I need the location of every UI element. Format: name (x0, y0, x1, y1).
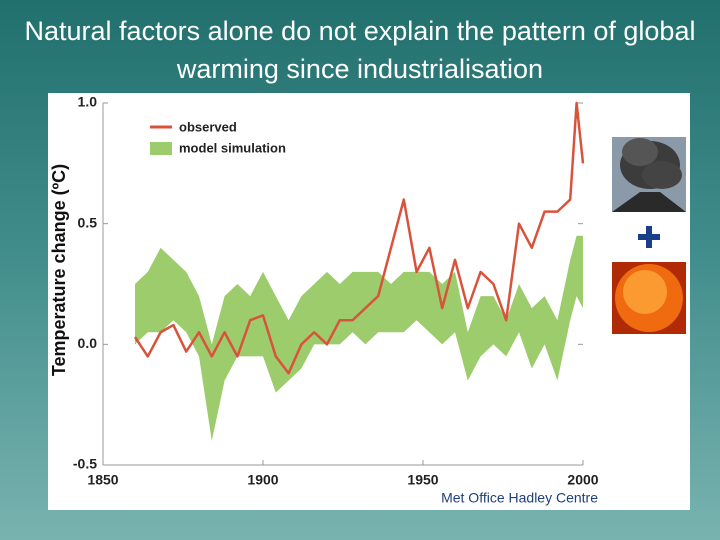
y-tick-label: 0.5 (78, 214, 98, 230)
observed-line (133, 101, 585, 375)
slide-title: Natural factors alone do not explain the… (24, 16, 696, 84)
legend-label: model simulation (179, 140, 286, 155)
volcano-image (612, 137, 686, 212)
model-band (135, 235, 583, 441)
y-tick-label: 0.0 (78, 335, 98, 351)
x-tick-label: 1950 (407, 472, 438, 488)
credit: Met Office Hadley Centre (441, 490, 598, 506)
y-tick-label: -0.5 (73, 456, 97, 472)
plus-icon (638, 226, 660, 248)
y-axis-label: Temperature change (ºC) (49, 164, 69, 376)
sun-image (612, 262, 686, 334)
x-tick-label: 1850 (87, 472, 118, 488)
legend-label: observed (179, 119, 237, 134)
y-tick-label: 1.0 (78, 94, 98, 110)
legend-swatch (150, 142, 172, 155)
x-tick-label: 2000 (567, 472, 598, 488)
x-tick-label: 1900 (247, 472, 278, 488)
